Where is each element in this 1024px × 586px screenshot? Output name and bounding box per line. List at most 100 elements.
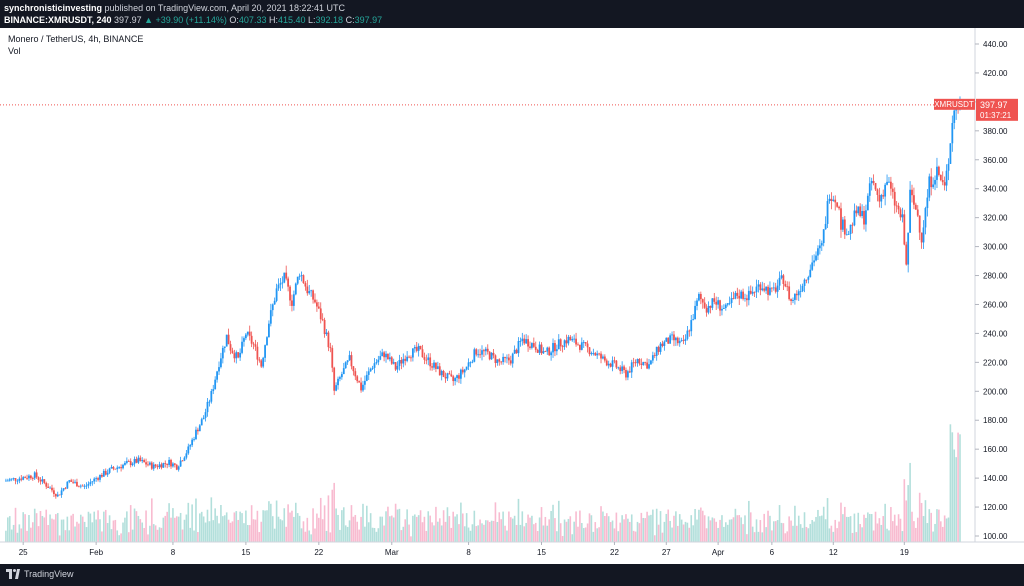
volume-bar bbox=[803, 512, 806, 542]
y-tick-label: 120.00 bbox=[983, 503, 1008, 512]
candle-body bbox=[308, 291, 311, 294]
candle-body bbox=[35, 472, 38, 478]
chart-title: Monero / TetherUS, 4h, BINANCE bbox=[8, 34, 143, 44]
volume-bar bbox=[579, 510, 581, 542]
volume-bar bbox=[377, 528, 380, 542]
candle-body bbox=[312, 290, 314, 300]
volume-bar bbox=[943, 515, 946, 542]
volume-bar bbox=[556, 531, 558, 542]
candle-body bbox=[102, 470, 105, 477]
volume-bar bbox=[926, 523, 929, 542]
volume-bar bbox=[129, 505, 132, 542]
volume-bar bbox=[932, 531, 934, 542]
volume-bar bbox=[717, 527, 719, 542]
volume-bar bbox=[389, 516, 391, 542]
candle-body bbox=[640, 363, 643, 365]
y-tick-label: 200.00 bbox=[983, 387, 1008, 396]
volume-bar bbox=[450, 527, 453, 542]
candle-body bbox=[164, 463, 167, 464]
candle-body bbox=[310, 290, 313, 292]
candle-body bbox=[557, 339, 560, 350]
volume-bar bbox=[431, 522, 433, 542]
volume-bar bbox=[400, 530, 403, 542]
volume-bar bbox=[753, 532, 756, 542]
candle-body bbox=[694, 305, 696, 320]
candle-body bbox=[340, 374, 343, 378]
price-tag-symbol-bg bbox=[934, 98, 975, 110]
candle-body bbox=[427, 357, 430, 360]
volume-bar bbox=[529, 517, 531, 542]
volume-bar bbox=[949, 424, 952, 542]
volume-bar bbox=[268, 501, 270, 542]
volume-bar bbox=[496, 521, 499, 542]
volume-bar bbox=[154, 525, 157, 542]
candle-body bbox=[64, 488, 67, 490]
volume-bar bbox=[506, 530, 508, 542]
candle-body bbox=[602, 356, 604, 359]
candle-body bbox=[31, 478, 34, 479]
candle-body bbox=[916, 209, 919, 216]
volume-bar bbox=[815, 516, 817, 542]
candle-body bbox=[651, 355, 654, 361]
volume-bar bbox=[76, 521, 78, 542]
chart-area[interactable]: 440.00420.00400.00380.00360.00340.00320.… bbox=[0, 28, 1024, 564]
candle-body bbox=[484, 348, 487, 352]
volume-bar bbox=[765, 527, 767, 542]
candle-body bbox=[665, 337, 668, 342]
volume-bar bbox=[137, 515, 140, 542]
candle-body bbox=[356, 376, 359, 382]
x-tick-label: Apr bbox=[712, 548, 725, 557]
candle-body bbox=[509, 360, 512, 364]
candle-body bbox=[563, 340, 566, 347]
volume-bar bbox=[586, 523, 589, 542]
candle-body bbox=[39, 479, 42, 482]
volume-bar bbox=[158, 527, 161, 542]
volume-bar bbox=[360, 516, 362, 542]
candle-body bbox=[260, 360, 263, 367]
candle-body bbox=[360, 382, 362, 391]
candle-body bbox=[561, 346, 564, 348]
volume-bar bbox=[344, 525, 347, 542]
candle-body bbox=[29, 475, 32, 479]
volume-bar bbox=[734, 508, 737, 542]
volume-bar bbox=[485, 520, 487, 542]
candle-body bbox=[346, 360, 349, 363]
candle-body bbox=[246, 331, 249, 335]
volume-bar bbox=[37, 526, 40, 542]
candle-body bbox=[469, 362, 472, 364]
candle-body bbox=[523, 338, 526, 344]
y-tick-label: 100.00 bbox=[983, 532, 1008, 541]
volume-bar bbox=[483, 524, 485, 542]
candle-body bbox=[183, 457, 186, 461]
volume-bar bbox=[162, 517, 165, 542]
candle-body bbox=[674, 337, 677, 341]
candle-body bbox=[832, 199, 835, 201]
candle-body bbox=[129, 461, 132, 466]
volume-bar bbox=[934, 523, 936, 542]
volume-bar bbox=[367, 522, 370, 542]
candle-body bbox=[471, 361, 474, 363]
volume-bar bbox=[590, 515, 593, 542]
candle-body bbox=[655, 346, 658, 356]
volume-bar bbox=[463, 526, 466, 542]
tradingview-logo[interactable]: TradingView bbox=[6, 569, 74, 579]
candle-body bbox=[492, 352, 495, 356]
candle-body bbox=[594, 353, 597, 356]
volume-bar bbox=[801, 527, 804, 542]
candle-body bbox=[273, 300, 276, 305]
price-tag: XMRUSDT 397.97 01:37:21 bbox=[934, 98, 1018, 121]
volume-bar bbox=[5, 530, 7, 542]
candle-body bbox=[114, 468, 117, 470]
volume-bar bbox=[141, 522, 144, 542]
candle-body bbox=[546, 347, 549, 352]
candle-body bbox=[882, 195, 885, 197]
candle-body bbox=[398, 359, 401, 366]
author-name[interactable]: synchronisticinvesting bbox=[4, 3, 103, 13]
candle-body bbox=[863, 210, 865, 225]
candle-body bbox=[459, 369, 462, 379]
volume-bar bbox=[911, 511, 913, 542]
price-chart[interactable]: 440.00420.00400.00380.00360.00340.00320.… bbox=[0, 28, 1024, 564]
volume-bar bbox=[878, 518, 881, 542]
candle-body bbox=[283, 272, 286, 283]
candle-body bbox=[446, 373, 449, 379]
